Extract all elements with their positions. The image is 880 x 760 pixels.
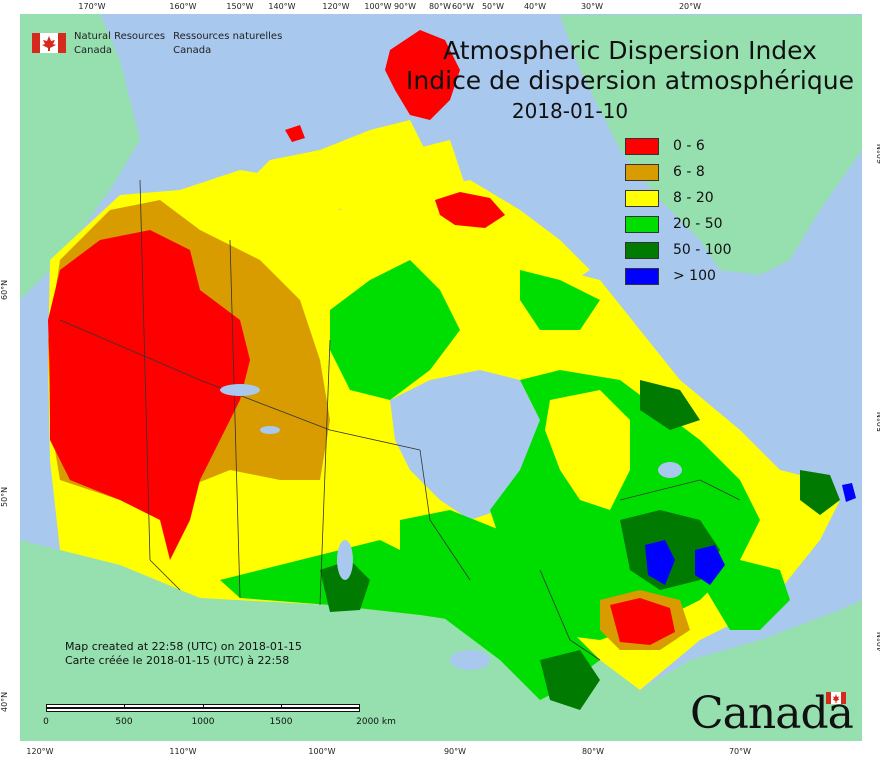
dark-green-labrador — [800, 470, 840, 515]
legend-swatch — [625, 241, 659, 259]
scale-label: 1500 — [269, 717, 293, 727]
legend-swatch — [625, 215, 659, 233]
scale-label: 1000 — [191, 717, 215, 727]
graticule-label-top: 40°W — [523, 2, 547, 11]
red-arctic-small — [285, 125, 305, 142]
graticule-label-top: 50°W — [481, 2, 505, 11]
red-quebec-core — [610, 598, 675, 645]
ontario-green — [400, 510, 600, 700]
scale-label: 0 — [43, 717, 49, 727]
dark-green-manitoba — [320, 560, 370, 612]
scale-bar: 0 500 1000 1500 2000 km — [43, 704, 396, 727]
legend-item: 50 - 100 — [625, 237, 732, 263]
graticule-label-top: 120°W — [322, 2, 350, 11]
dark-green-ontario — [540, 650, 600, 710]
graticule-label-bottom: 80°W — [581, 747, 605, 756]
graticule-label-bottom: 110°W — [169, 747, 197, 756]
red-west — [48, 230, 250, 560]
canada-flag-icon — [32, 33, 66, 53]
graticule-label-top: 30°W — [580, 2, 604, 11]
legend-label: 0 - 6 — [673, 138, 705, 154]
agency-name-en: Natural Resources Canada — [74, 30, 165, 58]
credit-english: Map created at 22:58 (UTC) on 2018-01-15 — [65, 640, 302, 653]
map-title: Atmospheric Dispersion Index Indice de d… — [390, 36, 870, 126]
legend-label: 50 - 100 — [673, 242, 732, 258]
dark-green-north-quebec — [640, 380, 700, 430]
graticule-label-top: 140°W — [268, 2, 296, 11]
legend-label: 8 - 20 — [673, 190, 714, 206]
graticule-label-top: 160°W — [169, 2, 197, 11]
quebec-yellow — [545, 390, 630, 510]
baffin-green — [520, 270, 600, 330]
graticule-label-top: 20°W — [678, 2, 702, 11]
legend-swatch — [625, 189, 659, 207]
maritimes-green — [700, 560, 790, 630]
legend-label: > 100 — [673, 268, 716, 284]
blue-quebec — [645, 540, 675, 585]
legend-item: 20 - 50 — [625, 211, 732, 237]
scale-bar-graphic — [46, 704, 360, 714]
wordmark-flag-icon — [826, 692, 846, 704]
arctic-islands-yellow — [240, 120, 430, 210]
graticule-label-left: 50°N — [0, 486, 9, 507]
agency-fr-line1: Ressources naturelles — [173, 31, 283, 42]
blue-newfoundland — [842, 483, 856, 502]
agency-en-line1: Natural Resources — [74, 31, 166, 42]
greenland-land — [560, 15, 862, 275]
nrcan-logo: Natural Resources Canada Ressources natu… — [32, 30, 282, 58]
agency-name-fr: Ressources naturelles Canada — [173, 30, 282, 58]
title-french: Indice de dispersion atmosphérique — [406, 66, 854, 95]
legend-item: 8 - 20 — [625, 185, 732, 211]
legend-item: 6 - 8 — [625, 159, 732, 185]
legend-label: 6 - 8 — [673, 164, 705, 180]
hudson-bay — [390, 370, 540, 520]
red-alberta-north — [140, 320, 240, 390]
graticule-label-top: 100°W — [364, 2, 392, 11]
graticule-label-bottom: 70°W — [728, 747, 752, 756]
graticule-label-top: 170°W — [78, 2, 106, 11]
red-baffin — [435, 192, 505, 228]
map-date: 2018-01-10 — [511, 99, 629, 123]
legend-label: 20 - 50 — [673, 216, 723, 232]
graticule-label-bottom: 120°W — [26, 747, 54, 756]
graticule-label-top: 150°W — [226, 2, 254, 11]
nunavut-green — [330, 260, 460, 400]
scale-label: 500 — [115, 717, 133, 727]
graticule-label-top: 90°W — [393, 2, 417, 11]
graticule-label-top: 60°W — [451, 2, 475, 11]
provincial-borders — [59, 179, 741, 661]
red-ellesmere — [385, 30, 460, 120]
agency-en-line2: Canada — [74, 45, 113, 56]
legend-item: 0 - 6 — [625, 133, 732, 159]
alaska-land — [20, 14, 140, 300]
usa-land — [20, 540, 862, 741]
agency-fr-line2: Canada — [173, 45, 212, 56]
legend-item: > 100 — [625, 263, 732, 289]
graticule-label-right: 50°N — [876, 411, 880, 432]
scale-label: 2000 km — [356, 717, 396, 727]
blue-quebec-east — [695, 545, 725, 585]
legend: 0 - 6 6 - 8 8 - 20 20 - 50 50 - 100 > 100 — [625, 133, 732, 289]
graticule-label-right: 40°N — [876, 631, 880, 652]
map-credit: Map created at 22:58 (UTC) on 2018-01-15… — [65, 640, 302, 668]
title-english: Atmospheric Dispersion Index — [443, 36, 817, 65]
graticule-label-left: 60°N — [0, 279, 9, 300]
graticule-label-bottom: 100°W — [308, 747, 336, 756]
lakes — [220, 384, 682, 670]
graticule-label-right: 60°N — [876, 143, 880, 164]
legend-swatch — [625, 137, 659, 155]
graticule-label-left: 40°N — [0, 691, 9, 712]
credit-french: Carte créée le 2018-01-15 (UTC) à 22:58 — [65, 654, 290, 667]
legend-swatch — [625, 267, 659, 285]
graticule-label-bottom: 90°W — [443, 747, 467, 756]
legend-swatch — [625, 163, 659, 181]
graticule-label-top: 80°W — [428, 2, 452, 11]
